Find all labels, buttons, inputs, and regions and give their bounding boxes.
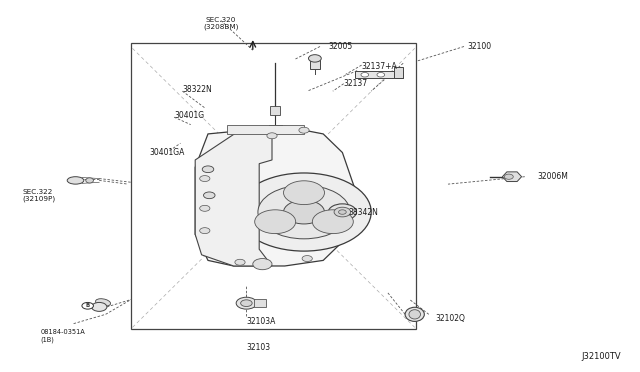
Circle shape	[200, 228, 210, 234]
Circle shape	[235, 259, 245, 265]
Circle shape	[241, 300, 252, 307]
Circle shape	[302, 256, 312, 262]
Circle shape	[312, 210, 353, 234]
Polygon shape	[195, 126, 272, 266]
Bar	[394, 67, 403, 78]
Text: SEC.322
(32109P): SEC.322 (32109P)	[22, 189, 56, 202]
Text: 32137+A: 32137+A	[362, 62, 397, 71]
Bar	[131, 43, 416, 329]
Circle shape	[92, 302, 107, 311]
Circle shape	[236, 297, 257, 309]
Circle shape	[504, 174, 513, 179]
Ellipse shape	[95, 299, 111, 306]
Text: 32102Q: 32102Q	[435, 314, 465, 323]
Bar	[227, 125, 304, 134]
Text: 30401GA: 30401GA	[149, 148, 184, 157]
Circle shape	[204, 192, 215, 199]
Circle shape	[284, 200, 324, 224]
Polygon shape	[195, 126, 355, 266]
Circle shape	[200, 205, 210, 211]
Bar	[310, 60, 320, 69]
Ellipse shape	[86, 178, 93, 183]
Text: SEC.320
(3208BM): SEC.320 (3208BM)	[203, 17, 239, 30]
Text: 08184-0351A
(1B): 08184-0351A (1B)	[40, 329, 85, 343]
Circle shape	[82, 302, 93, 309]
Circle shape	[334, 207, 351, 217]
Text: 38342N: 38342N	[349, 208, 379, 217]
Text: 32137: 32137	[344, 79, 368, 88]
Circle shape	[377, 73, 385, 77]
Text: 32103: 32103	[246, 343, 271, 352]
Circle shape	[299, 127, 309, 133]
Circle shape	[258, 185, 350, 239]
Text: 38322N: 38322N	[182, 85, 212, 94]
Circle shape	[267, 133, 277, 139]
Circle shape	[308, 55, 321, 62]
Text: 32100: 32100	[467, 42, 492, 51]
Text: 30401G: 30401G	[174, 111, 204, 120]
Text: B: B	[86, 303, 90, 308]
Text: J32100TV: J32100TV	[581, 352, 621, 361]
Circle shape	[339, 210, 346, 214]
Ellipse shape	[409, 310, 420, 319]
Bar	[254, 299, 266, 307]
Text: 32006M: 32006M	[538, 172, 568, 181]
Circle shape	[202, 166, 214, 173]
Circle shape	[255, 210, 296, 234]
Circle shape	[237, 173, 371, 251]
Bar	[270, 106, 280, 115]
Circle shape	[361, 73, 369, 77]
Polygon shape	[502, 172, 522, 182]
Circle shape	[200, 176, 210, 182]
Circle shape	[328, 204, 356, 220]
Circle shape	[284, 181, 324, 205]
Bar	[355, 71, 403, 78]
Ellipse shape	[67, 177, 84, 184]
Ellipse shape	[405, 307, 424, 321]
Circle shape	[253, 259, 272, 270]
Text: 32005: 32005	[328, 42, 353, 51]
Text: 32103A: 32103A	[246, 317, 276, 326]
